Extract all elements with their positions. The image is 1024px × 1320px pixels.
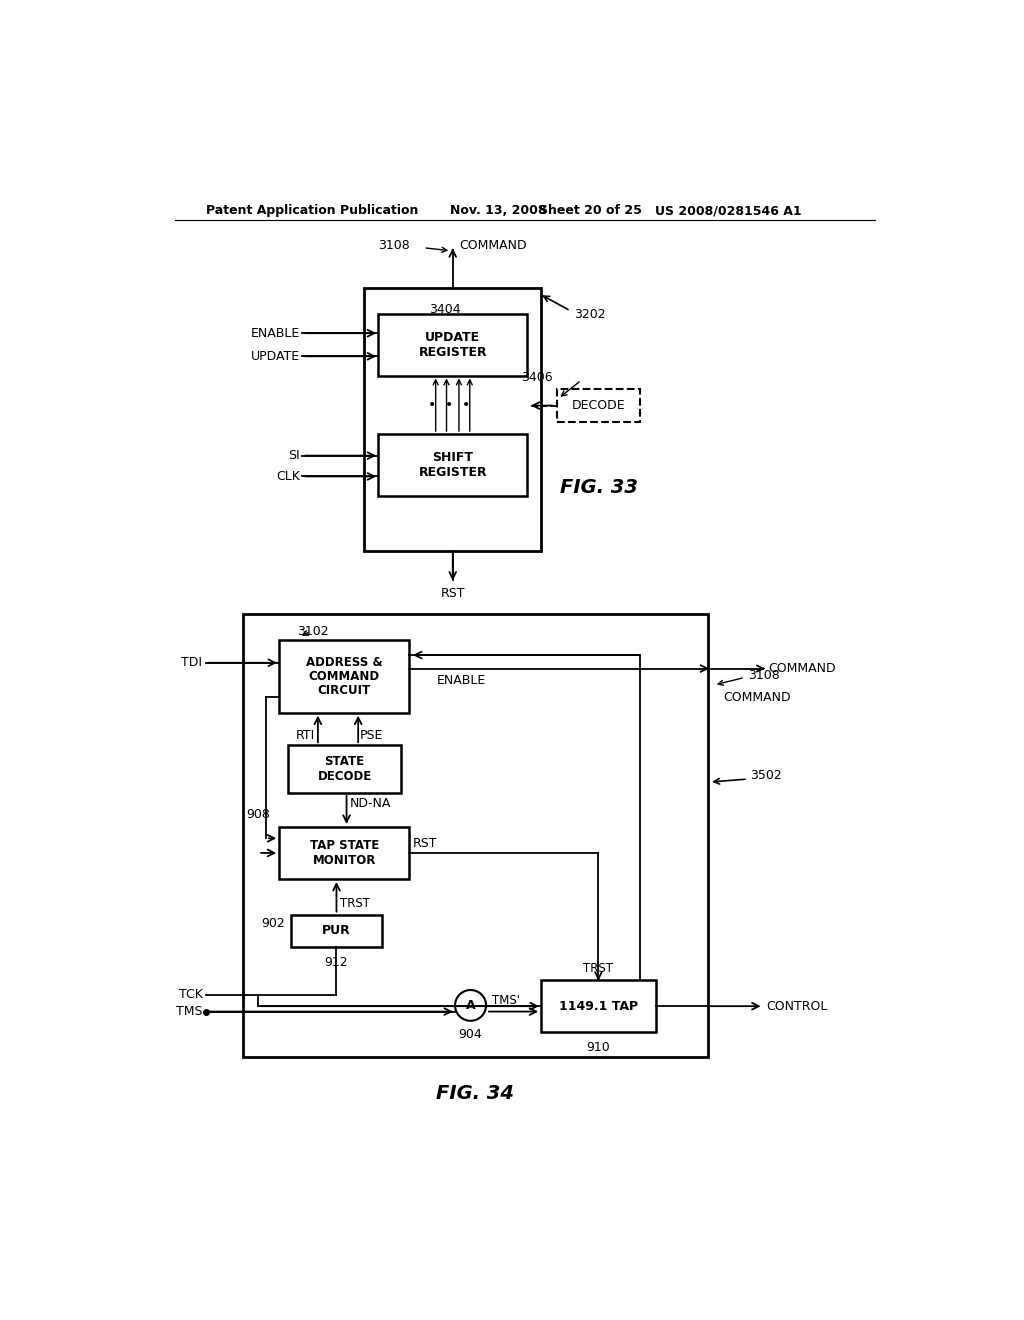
FancyBboxPatch shape — [280, 826, 410, 879]
Text: ADDRESS &: ADDRESS & — [306, 656, 383, 669]
Text: 3202: 3202 — [573, 308, 605, 321]
Text: RST: RST — [413, 837, 437, 850]
Text: 908: 908 — [246, 808, 270, 821]
Text: 910: 910 — [587, 1041, 610, 1055]
FancyBboxPatch shape — [541, 979, 655, 1032]
Text: STATE: STATE — [325, 755, 365, 768]
Text: Nov. 13, 2008: Nov. 13, 2008 — [450, 205, 546, 218]
FancyBboxPatch shape — [243, 614, 708, 1057]
Text: UPDATE: UPDATE — [251, 350, 300, 363]
Text: 902: 902 — [261, 917, 285, 931]
Text: 3404: 3404 — [429, 302, 461, 315]
Text: REGISTER: REGISTER — [419, 346, 487, 359]
Text: COMMAND: COMMAND — [459, 239, 526, 252]
Text: 912: 912 — [325, 956, 348, 969]
Text: ND-NA: ND-NA — [349, 797, 391, 810]
Text: MONITOR: MONITOR — [312, 854, 376, 867]
Text: PSE: PSE — [359, 730, 383, 742]
Text: SI: SI — [289, 449, 300, 462]
Text: RST: RST — [440, 587, 465, 601]
Text: ENABLE: ENABLE — [251, 326, 300, 339]
Text: US 2008/0281546 A1: US 2008/0281546 A1 — [655, 205, 802, 218]
Text: 3108: 3108 — [748, 669, 779, 682]
Text: 3102: 3102 — [297, 624, 329, 638]
Text: DECODE: DECODE — [571, 399, 626, 412]
FancyBboxPatch shape — [280, 640, 410, 713]
Text: 904: 904 — [459, 1028, 482, 1041]
Text: COMMAND: COMMAND — [723, 690, 791, 704]
Text: 3406: 3406 — [521, 371, 553, 384]
Text: A: A — [466, 999, 475, 1012]
FancyBboxPatch shape — [378, 434, 527, 496]
Text: TMS': TMS' — [493, 994, 520, 1007]
Text: TAP STATE: TAP STATE — [309, 838, 379, 851]
Text: UPDATE: UPDATE — [425, 330, 480, 343]
FancyBboxPatch shape — [289, 744, 400, 793]
Text: ENABLE: ENABLE — [436, 673, 485, 686]
Text: CLK: CLK — [276, 470, 300, 483]
Text: TRST: TRST — [340, 898, 370, 911]
Text: TRST: TRST — [584, 962, 613, 975]
FancyBboxPatch shape — [365, 288, 541, 552]
Text: Sheet 20 of 25: Sheet 20 of 25 — [539, 205, 642, 218]
Text: Patent Application Publication: Patent Application Publication — [206, 205, 418, 218]
FancyBboxPatch shape — [378, 314, 527, 376]
Text: 3108: 3108 — [378, 239, 410, 252]
Text: TMS: TMS — [176, 1005, 203, 1018]
Text: 1149.1 TAP: 1149.1 TAP — [559, 999, 638, 1012]
FancyBboxPatch shape — [291, 915, 382, 946]
Text: DECODE: DECODE — [317, 770, 372, 783]
Text: 3502: 3502 — [751, 770, 782, 783]
FancyBboxPatch shape — [557, 389, 640, 422]
Text: FIG. 34: FIG. 34 — [436, 1085, 514, 1104]
Text: CONTROL: CONTROL — [767, 999, 828, 1012]
Text: RTI: RTI — [296, 730, 314, 742]
Text: REGISTER: REGISTER — [419, 466, 487, 479]
Text: PUR: PUR — [323, 924, 351, 937]
Text: FIG. 33: FIG. 33 — [560, 478, 638, 498]
Text: CIRCUIT: CIRCUIT — [317, 684, 371, 697]
Text: TDI: TDI — [181, 656, 203, 669]
Text: COMMAND: COMMAND — [308, 669, 380, 682]
Text: COMMAND: COMMAND — [768, 663, 836, 675]
Text: SHIFT: SHIFT — [432, 450, 473, 463]
Text: •  •  •: • • • — [428, 397, 470, 412]
Text: TCK: TCK — [178, 989, 203, 1001]
